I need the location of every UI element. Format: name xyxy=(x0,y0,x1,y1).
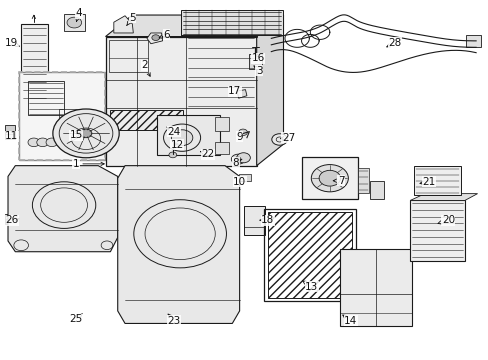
Circle shape xyxy=(37,138,48,147)
Text: 3: 3 xyxy=(253,66,262,76)
Circle shape xyxy=(171,130,192,145)
Bar xyxy=(19,72,104,160)
Circle shape xyxy=(67,17,81,28)
Text: 18: 18 xyxy=(260,215,274,225)
Bar xyxy=(339,249,411,326)
Text: 13: 13 xyxy=(302,280,318,292)
Polygon shape xyxy=(8,166,118,252)
Circle shape xyxy=(53,109,119,158)
Circle shape xyxy=(319,170,340,186)
Text: 28: 28 xyxy=(386,38,401,48)
Text: 11: 11 xyxy=(5,131,18,141)
Polygon shape xyxy=(256,15,283,166)
Polygon shape xyxy=(409,194,477,201)
Bar xyxy=(59,135,86,144)
Bar xyxy=(249,54,261,69)
Text: 22: 22 xyxy=(200,149,214,159)
Polygon shape xyxy=(147,33,162,44)
Circle shape xyxy=(80,129,92,138)
Bar xyxy=(109,40,148,72)
Text: 17: 17 xyxy=(228,86,241,96)
Circle shape xyxy=(168,152,176,158)
Bar xyxy=(264,209,355,301)
Bar xyxy=(215,117,228,131)
Circle shape xyxy=(271,134,287,145)
Polygon shape xyxy=(114,16,133,33)
Circle shape xyxy=(311,165,347,192)
Bar xyxy=(267,212,351,298)
Bar xyxy=(27,81,64,116)
Bar xyxy=(238,174,250,181)
Polygon shape xyxy=(237,90,246,98)
Text: 24: 24 xyxy=(166,127,180,136)
Bar xyxy=(181,16,256,37)
Bar xyxy=(4,214,16,224)
Text: 27: 27 xyxy=(280,133,294,143)
Bar xyxy=(157,116,220,155)
Text: 16: 16 xyxy=(251,53,264,63)
Text: 1: 1 xyxy=(73,159,104,169)
Circle shape xyxy=(231,154,244,164)
Text: 15: 15 xyxy=(69,130,83,140)
Bar xyxy=(357,168,368,193)
Circle shape xyxy=(28,138,40,147)
Polygon shape xyxy=(118,166,239,323)
Circle shape xyxy=(152,35,159,41)
Polygon shape xyxy=(105,15,283,37)
Text: 23: 23 xyxy=(167,314,180,325)
Bar xyxy=(59,109,84,120)
Circle shape xyxy=(46,138,58,147)
Bar xyxy=(21,24,48,101)
Bar xyxy=(105,37,256,166)
Text: 5: 5 xyxy=(126,13,135,26)
Bar xyxy=(110,110,182,130)
Text: 2: 2 xyxy=(141,60,150,76)
Text: 19: 19 xyxy=(5,38,20,48)
Text: 26: 26 xyxy=(5,215,19,225)
Bar xyxy=(4,125,15,139)
Bar xyxy=(302,157,357,199)
Text: 8: 8 xyxy=(232,158,242,168)
Bar xyxy=(369,181,383,199)
Text: 20: 20 xyxy=(437,215,454,225)
Text: 7: 7 xyxy=(332,176,344,186)
Text: 9: 9 xyxy=(236,132,243,142)
Circle shape xyxy=(236,153,250,163)
Text: 6: 6 xyxy=(159,30,169,40)
Bar xyxy=(19,72,104,160)
Circle shape xyxy=(235,157,241,161)
Bar xyxy=(181,10,282,35)
Bar xyxy=(466,35,480,47)
Bar xyxy=(409,201,464,261)
Text: 10: 10 xyxy=(233,177,245,187)
Circle shape xyxy=(5,219,13,224)
Bar xyxy=(215,141,228,154)
Text: 21: 21 xyxy=(419,177,434,187)
Text: 25: 25 xyxy=(69,314,83,324)
Text: 14: 14 xyxy=(342,315,357,325)
Bar xyxy=(413,166,460,195)
Bar xyxy=(243,206,265,234)
Circle shape xyxy=(238,129,247,135)
Text: 4: 4 xyxy=(75,8,82,22)
Text: 12: 12 xyxy=(170,140,183,150)
Bar xyxy=(64,14,84,31)
